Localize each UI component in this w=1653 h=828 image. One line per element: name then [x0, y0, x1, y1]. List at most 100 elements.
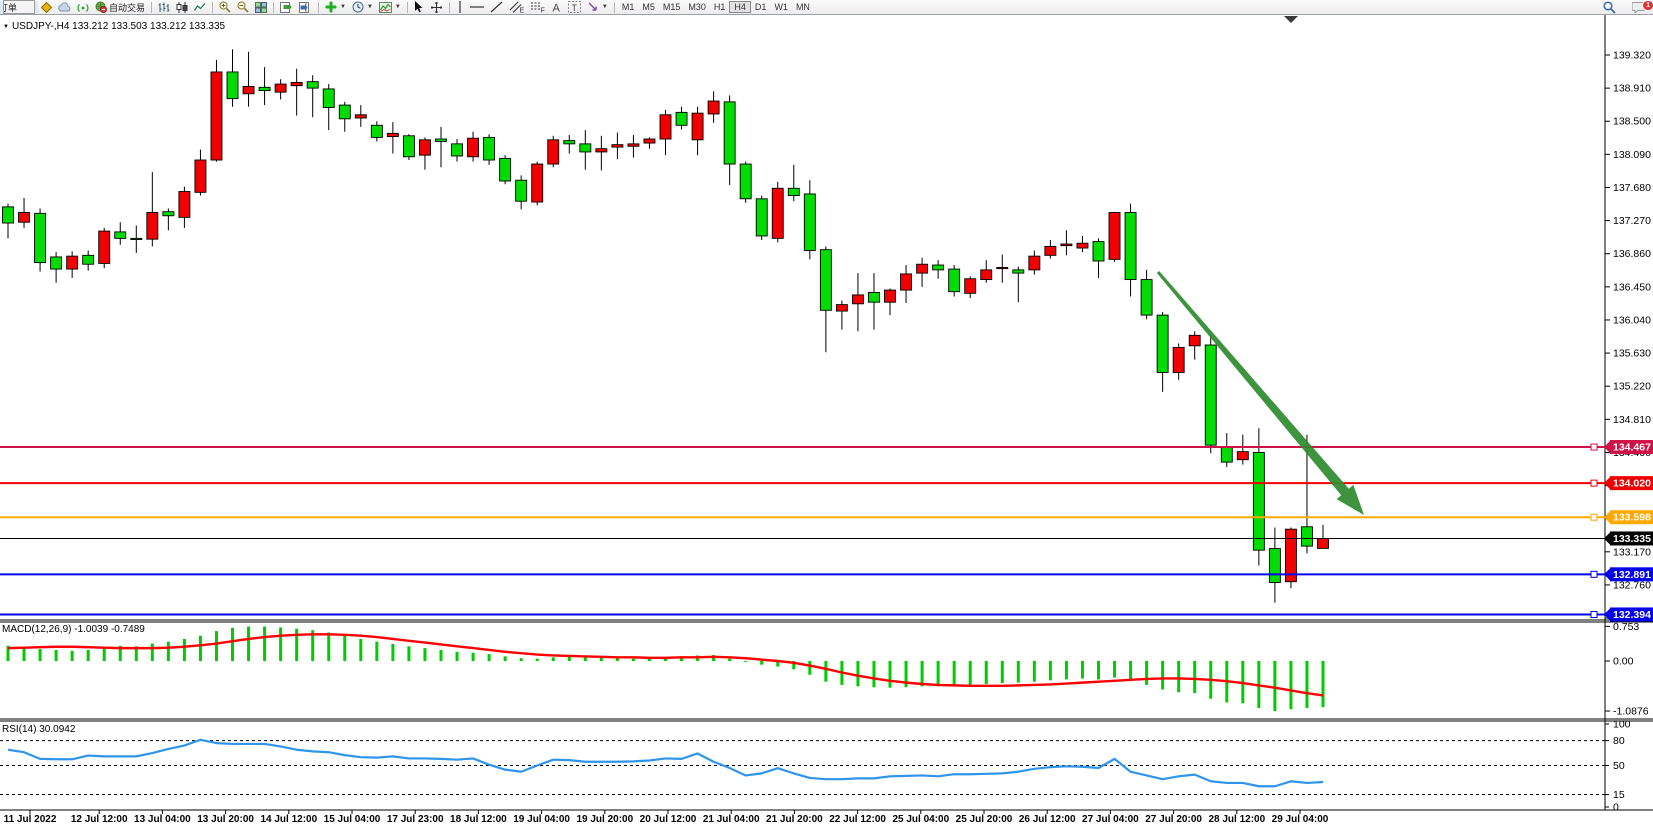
candle[interactable] — [338, 101, 351, 132]
candle[interactable] — [531, 161, 544, 206]
candle[interactable] — [691, 106, 704, 156]
candle[interactable] — [835, 300, 848, 330]
cursor-tool-button[interactable] — [411, 1, 427, 14]
tab-timeframe-h4[interactable]: H4 — [729, 1, 751, 13]
candle[interactable] — [451, 139, 463, 162]
candle[interactable] — [1204, 335, 1217, 454]
candle[interactable] — [851, 273, 864, 332]
candle[interactable] — [948, 265, 961, 297]
time-axis[interactable]: 11 Jul 2022 12 Jul 12:00 13 Jul 04:00 13 Ju… — [4, 810, 1329, 825]
candle[interactable] — [2, 203, 14, 239]
line-handle[interactable] — [1590, 479, 1598, 487]
candle[interactable] — [1108, 211, 1121, 262]
zoom-in-button[interactable] — [216, 1, 234, 14]
chart-shift-marker[interactable] — [1284, 16, 1298, 23]
trend-arrow-annotation[interactable] — [1156, 271, 1364, 515]
candle[interactable] — [242, 51, 255, 107]
line-chart-type-button[interactable] — [191, 1, 209, 14]
candle[interactable] — [226, 49, 239, 107]
candle[interactable] — [739, 161, 752, 203]
candle[interactable] — [1060, 230, 1073, 256]
candle[interactable] — [563, 134, 576, 154]
candle[interactable] — [611, 132, 624, 160]
candle[interactable] — [82, 250, 95, 271]
candle[interactable] — [1252, 428, 1265, 566]
crosshair-tool-button[interactable] — [427, 1, 446, 14]
candle[interactable] — [1220, 433, 1233, 467]
add-indicator-button[interactable]: ▼ — [322, 1, 349, 14]
candle[interactable] — [707, 91, 720, 123]
arrows-tool-button[interactable]: ▼ — [584, 1, 611, 14]
search-button[interactable] — [1600, 0, 1619, 14]
expand-ohlc-icon[interactable]: ▼ — [3, 24, 9, 30]
candle[interactable] — [402, 134, 415, 161]
candle[interactable] — [354, 105, 367, 127]
trendline-tool-button[interactable] — [487, 1, 506, 14]
candle[interactable] — [964, 276, 977, 299]
candle[interactable] — [370, 121, 383, 142]
equidistant-channel-tool-button[interactable]: E — [506, 1, 527, 14]
candle[interactable] — [146, 172, 159, 247]
candle[interactable] — [787, 164, 800, 202]
candle[interactable] — [130, 225, 143, 253]
candle[interactable] — [884, 288, 896, 316]
new-order-button[interactable]: 新订单 — [0, 0, 38, 14]
line-handle[interactable] — [1590, 570, 1598, 578]
candle[interactable] — [723, 95, 736, 186]
candle[interactable] — [435, 126, 447, 168]
candle[interactable] — [755, 195, 768, 240]
candle[interactable] — [1236, 434, 1249, 465]
auto-trading-button[interactable]: 自动交易 — [92, 1, 148, 14]
signals-button[interactable] — [74, 1, 92, 14]
horizontal-line-tool-button[interactable] — [467, 1, 487, 14]
candle[interactable] — [643, 137, 656, 149]
candle[interactable] — [1012, 266, 1025, 303]
candle[interactable] — [210, 59, 223, 162]
tab-timeframe-m30[interactable]: M30 — [688, 2, 706, 12]
tab-timeframe-d1[interactable]: D1 — [754, 2, 767, 12]
candle[interactable] — [1140, 269, 1153, 320]
candle[interactable] — [1156, 311, 1169, 392]
candle[interactable] — [419, 137, 431, 170]
candle[interactable] — [803, 180, 816, 260]
candle[interactable] — [819, 246, 832, 353]
candle[interactable] — [34, 208, 47, 272]
candle[interactable] — [1044, 239, 1057, 259]
tab-timeframe-w1[interactable]: W1 — [774, 2, 788, 12]
text-label-tool-button[interactable]: T — [565, 1, 584, 14]
candle[interactable] — [868, 273, 880, 330]
tab-timeframe-m5[interactable]: M5 — [642, 2, 655, 12]
cloud-button[interactable] — [55, 1, 74, 14]
candle[interactable] — [114, 222, 127, 245]
candle[interactable] — [194, 149, 207, 196]
candle[interactable] — [258, 67, 271, 106]
candle[interactable] — [467, 131, 480, 162]
candle[interactable] — [50, 252, 63, 283]
candle[interactable] — [996, 254, 1009, 283]
tab-timeframe-mn[interactable]: MN — [795, 2, 810, 12]
bar-chart-type-button[interactable] — [155, 1, 173, 14]
candle[interactable] — [66, 251, 79, 278]
line-handle[interactable] — [1590, 443, 1598, 451]
tab-timeframe-m1[interactable]: M1 — [621, 2, 635, 12]
candle[interactable] — [483, 134, 496, 165]
candle[interactable] — [1301, 434, 1313, 554]
candle[interactable] — [932, 260, 945, 279]
candle[interactable] — [306, 75, 319, 118]
candle[interactable] — [98, 227, 111, 269]
candle[interactable] — [1028, 250, 1041, 275]
price-axis[interactable]: 139.320 138.910 138.500 138.090 137.680 137.2… — [1605, 50, 1651, 625]
chart-shift-button[interactable] — [296, 1, 315, 14]
candle[interactable] — [1172, 343, 1185, 380]
metaquotes-button[interactable] — [38, 1, 55, 14]
candle[interactable] — [1268, 527, 1281, 603]
candle[interactable] — [1076, 235, 1089, 253]
candle[interactable] — [290, 68, 303, 116]
line-handle[interactable] — [1590, 513, 1598, 521]
zoom-out-button[interactable] — [234, 1, 252, 14]
candle[interactable] — [916, 257, 929, 287]
candle[interactable] — [627, 134, 640, 158]
candle[interactable] — [980, 260, 993, 283]
tab-timeframe-m15[interactable]: M15 — [662, 2, 681, 12]
